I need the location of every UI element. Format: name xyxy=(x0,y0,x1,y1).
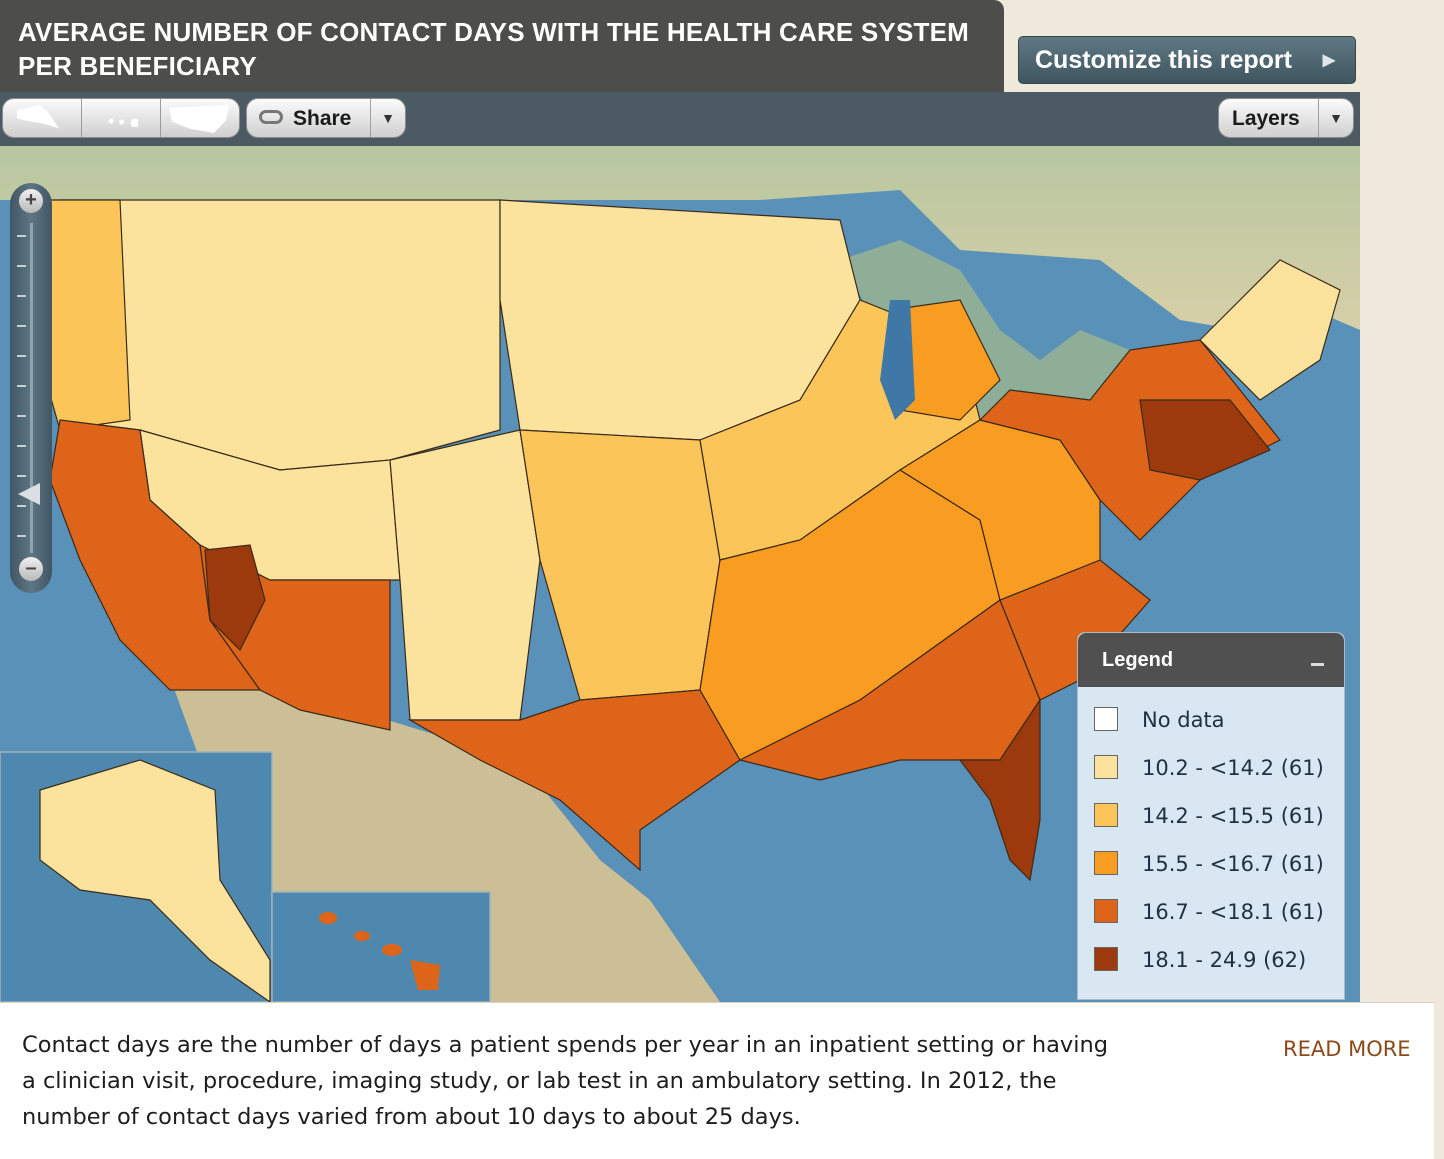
share-button[interactable]: Share ▼ xyxy=(246,98,406,138)
region-selector[interactable] xyxy=(2,98,240,138)
zoom-tick xyxy=(17,265,26,267)
legend-label: 15.5 - <16.7 (61) xyxy=(1142,852,1324,876)
legend-item: No data xyxy=(1094,707,1334,735)
choropleth-map xyxy=(0,92,1360,1002)
zoom-tick xyxy=(17,475,26,477)
zoom-out-icon[interactable]: – xyxy=(19,557,43,581)
legend-swatch xyxy=(1094,707,1118,731)
region-florida xyxy=(958,698,1041,882)
lake-michigan xyxy=(880,300,915,420)
layers-label: Layers xyxy=(1232,107,1300,130)
map-canvas[interactable] xyxy=(0,92,1360,1002)
zoom-tick xyxy=(17,535,26,537)
zoom-in-icon[interactable]: + xyxy=(19,189,43,213)
legend-panel: Legend No data 10.2 - <14.2 (61) 14.2 - … xyxy=(1077,632,1345,1000)
alaska-view-button[interactable] xyxy=(3,99,82,137)
description-panel: Contact days are the number of days a pa… xyxy=(0,1002,1434,1159)
chevron-down-icon[interactable]: ▼ xyxy=(370,99,405,137)
customize-report-label: Customize this report xyxy=(1035,46,1292,74)
share-label: Share xyxy=(293,107,352,130)
zoom-tick xyxy=(17,445,26,447)
alaska-icon xyxy=(17,105,59,129)
region-northwest-coast xyxy=(39,199,131,431)
zoom-tick xyxy=(17,415,26,417)
us-map-icon xyxy=(169,105,229,133)
canada-land xyxy=(0,146,1360,330)
page-margin xyxy=(1360,92,1444,1002)
region-new-mexico xyxy=(389,429,541,721)
hawaii-inset xyxy=(271,891,491,1002)
zoom-tick xyxy=(17,295,26,297)
us-view-button[interactable] xyxy=(161,99,239,137)
legend-header: Legend xyxy=(1078,633,1344,687)
legend-swatch xyxy=(1094,851,1118,875)
map-toolbar: Share ▼ Layers ▼ xyxy=(0,92,1360,146)
legend-label: 10.2 - <14.2 (61) xyxy=(1142,756,1324,780)
page-title: AVERAGE NUMBER OF CONTACT DAYS WITH THE … xyxy=(18,17,969,81)
customize-report-button[interactable]: Customize this report ▶ xyxy=(1018,36,1356,84)
legend-label: 14.2 - <15.5 (61) xyxy=(1142,804,1324,828)
hawaii-view-button[interactable] xyxy=(82,99,161,137)
region-new-england-hot xyxy=(1139,399,1271,481)
legend-label: No data xyxy=(1142,708,1225,732)
legend-swatch xyxy=(1094,947,1118,971)
report-description: Contact days are the number of days a pa… xyxy=(22,1032,1109,1130)
legend-item: 18.1 - 24.9 (62) xyxy=(1094,947,1334,975)
hawaii-icon xyxy=(108,117,138,127)
legend-item: 16.7 - <18.1 (61) xyxy=(1094,899,1334,927)
zoom-tick xyxy=(17,385,26,387)
region-northeast xyxy=(978,339,1281,541)
minimize-icon[interactable] xyxy=(1311,663,1324,666)
read-more-link[interactable]: READ MORE xyxy=(1283,1037,1411,1061)
legend-label: 18.1 - 24.9 (62) xyxy=(1142,948,1307,972)
region-maine xyxy=(1199,259,1341,401)
report-header: AVERAGE NUMBER OF CONTACT DAYS WITH THE … xyxy=(0,0,1004,92)
us-regions xyxy=(39,199,1341,882)
zoom-tick xyxy=(17,325,26,327)
zoom-tick xyxy=(17,355,26,357)
zoom-handle[interactable] xyxy=(18,483,40,505)
legend-swatch xyxy=(1094,803,1118,827)
chevron-right-icon: ▶ xyxy=(1322,52,1335,69)
legend-item: 15.5 - <16.7 (61) xyxy=(1094,851,1334,879)
legend-item: 10.2 - <14.2 (61) xyxy=(1094,755,1334,783)
region-nevada-hot xyxy=(204,544,266,652)
chevron-down-icon[interactable]: ▼ xyxy=(1318,99,1353,137)
alaska-inset xyxy=(0,751,273,1002)
region-texas xyxy=(407,689,741,872)
zoom-tick xyxy=(17,505,26,507)
legend-swatch xyxy=(1094,755,1118,779)
zoom-slider[interactable]: + – xyxy=(10,183,52,593)
layers-button[interactable]: Layers ▼ xyxy=(1218,98,1354,138)
legend-swatch xyxy=(1094,899,1118,923)
zoom-track[interactable] xyxy=(30,223,33,553)
zoom-tick xyxy=(17,235,26,237)
legend-title: Legend xyxy=(1102,649,1174,671)
link-icon xyxy=(259,110,283,124)
legend-item: 14.2 - <15.5 (61) xyxy=(1094,803,1334,831)
legend-label: 16.7 - <18.1 (61) xyxy=(1142,900,1324,924)
